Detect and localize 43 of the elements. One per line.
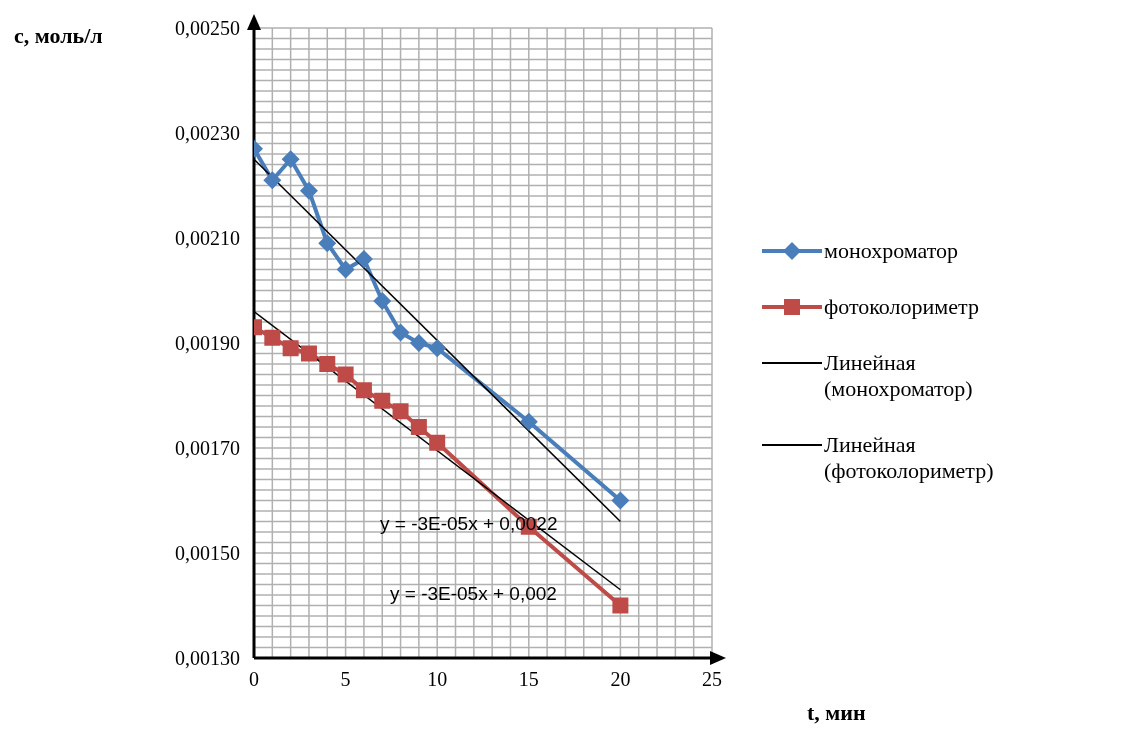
y-tick-label: 0,00210: [175, 227, 240, 250]
x-tick-label: 15: [518, 668, 539, 691]
y-tick-label: 0,00130: [175, 647, 240, 670]
y-tick-label: 0,00230: [175, 122, 240, 145]
point: [336, 260, 355, 279]
y-tick-label: 0,00250: [175, 17, 240, 40]
point: [355, 382, 372, 399]
point: [409, 334, 428, 352]
point: [282, 340, 299, 357]
y-tick-label: 0,00170: [175, 437, 240, 460]
point: [319, 356, 336, 372]
point: [392, 403, 409, 420]
legend-label: фотоколориметр: [824, 294, 979, 320]
x-axis-title: t, мин: [807, 700, 866, 726]
point: [373, 292, 392, 310]
y-axis-title: c, моль/л: [14, 23, 103, 49]
point: [299, 181, 318, 200]
point: [519, 412, 538, 431]
point: [354, 250, 373, 268]
x-tick-label: 25: [702, 668, 722, 691]
point: [611, 491, 630, 510]
point: [281, 150, 300, 169]
x-tick-label: 20: [610, 668, 631, 691]
legend-label: монохроматор: [824, 238, 959, 264]
point: [337, 366, 354, 383]
annotation: y = -3E-05x + 0,002: [390, 583, 557, 605]
x-tick-label: 5: [340, 668, 351, 691]
legend-label: Линейная (фотоколориметр): [824, 432, 995, 484]
point: [612, 597, 629, 614]
y-tick-label: 0,00150: [175, 542, 240, 565]
x-tick-label: 0: [249, 668, 259, 691]
point: [300, 345, 317, 362]
point: [428, 339, 447, 358]
point: [318, 234, 337, 253]
point: [264, 329, 281, 346]
point: [374, 392, 391, 409]
point: [263, 171, 282, 190]
point: [429, 434, 446, 451]
point: [391, 323, 410, 342]
point: [410, 419, 427, 435]
legend-label: Линейная (монохроматор): [824, 350, 974, 402]
x-tick-label: 10: [427, 668, 448, 691]
y-tick-label: 0,00190: [175, 332, 240, 355]
